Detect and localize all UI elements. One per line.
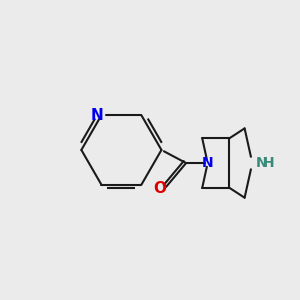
Text: N: N	[90, 108, 103, 123]
Text: H: H	[263, 156, 275, 170]
Text: O: O	[153, 181, 167, 196]
Text: N: N	[202, 156, 214, 170]
Text: N: N	[255, 156, 267, 170]
